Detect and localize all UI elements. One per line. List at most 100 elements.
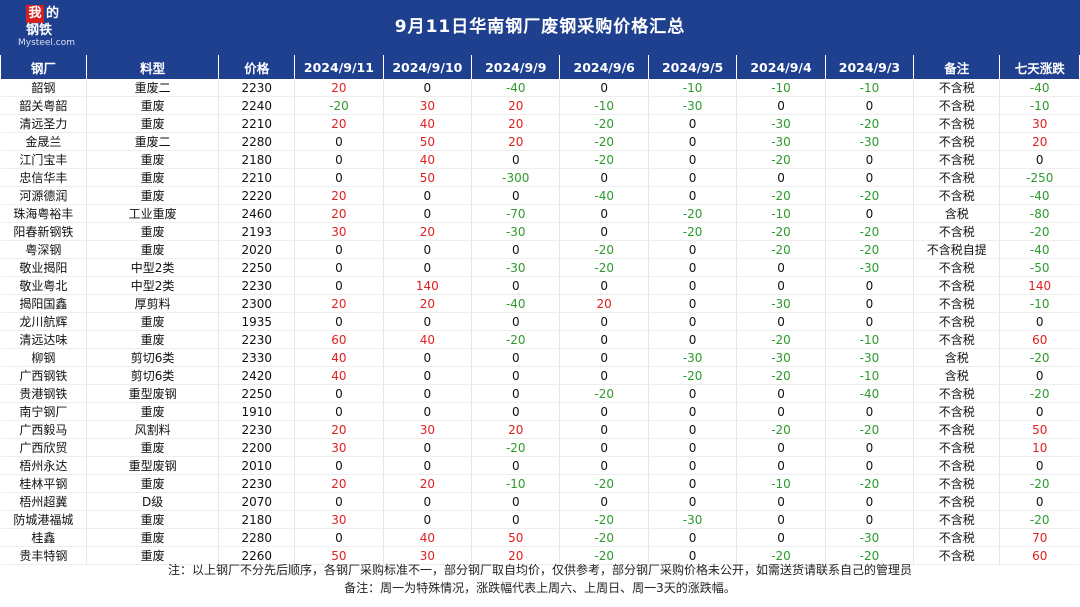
change-cell: 0 — [383, 492, 473, 511]
change-cell: -20 — [559, 240, 649, 259]
mill-name-cell: 敬业粤北 — [1, 276, 87, 295]
change-cell: -30 — [648, 96, 738, 115]
change-cell: 0 — [559, 79, 649, 97]
change-cell: -40 — [559, 186, 649, 205]
change-cell: -10 — [648, 79, 738, 97]
price-table: 钢厂 料型 价格 2024/9/11 2024/9/10 2024/9/9 20… — [1, 55, 1079, 565]
change-cell: 0 — [825, 492, 915, 511]
change-cell: -20 — [825, 546, 915, 565]
material-cell: 工业重废 — [86, 204, 220, 223]
change-cell: 0 — [648, 312, 738, 331]
logo-text-1: 的 — [46, 6, 60, 21]
remark-cell: 不含税 — [913, 528, 1001, 547]
change-cell: -20 — [559, 474, 649, 493]
table-row: 江门宝丰 重废 2180 0 40 0 -20 0 -20 0 不含税 0 — [1, 150, 1079, 169]
col-header-date: 2024/9/5 — [648, 55, 738, 79]
change-cell: 0 — [559, 438, 649, 457]
change-cell: -20 — [736, 150, 826, 169]
mill-name-cell: 柳钢 — [1, 348, 87, 367]
seven-day-change-cell: 140 — [999, 276, 1079, 295]
change-cell: 0 — [294, 384, 384, 403]
price-cell: 2250 — [218, 384, 296, 403]
table-row: 清远达味 重废 2230 60 40 -20 0 0 -20 -10 不含税 60 — [1, 330, 1079, 349]
change-cell: -10 — [825, 366, 915, 385]
table-row: 敬业粤北 中型2类 2230 0 140 0 0 0 0 0 不含税 140 — [1, 276, 1079, 295]
change-cell: 0 — [648, 546, 738, 565]
change-cell: 0 — [559, 420, 649, 439]
change-cell: -20 — [559, 528, 649, 547]
logo-url: Mysteel.com — [18, 38, 75, 48]
material-cell: 重废 — [86, 168, 220, 187]
price-cell: 2230 — [218, 330, 296, 349]
change-cell: -70 — [471, 204, 561, 223]
change-cell: 0 — [736, 258, 826, 277]
change-cell: -30 — [736, 132, 826, 151]
remark-cell: 不含税 — [913, 114, 1001, 133]
change-cell: 0 — [648, 168, 738, 187]
change-cell: -30 — [471, 222, 561, 241]
seven-day-change-cell: 0 — [999, 150, 1079, 169]
change-cell: 20 — [383, 474, 473, 493]
mill-name-cell: 粤深钢 — [1, 240, 87, 259]
change-cell: 0 — [383, 384, 473, 403]
table-row: 贵丰特钢 重废 2260 50 30 20 -20 0 -20 -20 不含税 60 — [1, 546, 1079, 565]
mill-name-cell: 敬业揭阳 — [1, 258, 87, 277]
seven-day-change-cell: -10 — [999, 96, 1079, 115]
table-row: 清远圣力 重废 2210 20 40 20 -20 0 -30 -20 不含税 30 — [1, 114, 1079, 133]
change-cell: -10 — [825, 79, 915, 97]
col-header-date: 2024/9/11 — [294, 55, 384, 79]
change-cell: -30 — [825, 132, 915, 151]
remark-cell: 不含税 — [913, 150, 1001, 169]
change-cell: 0 — [825, 204, 915, 223]
seven-day-change-cell: 0 — [999, 456, 1079, 475]
change-cell: 0 — [471, 384, 561, 403]
table-row: 广西毅马 风割料 2230 20 30 20 0 0 -20 -20 不含税 50 — [1, 420, 1079, 439]
price-cell: 2020 — [218, 240, 296, 259]
material-cell: 重废二 — [86, 79, 220, 97]
table-row: 韶钢 重废二 2230 20 0 -40 0 -10 -10 -10 不含税 -40 — [1, 79, 1079, 97]
change-cell: -30 — [825, 348, 915, 367]
remark-cell: 不含税 — [913, 420, 1001, 439]
table-row: 防城港福城 重废 2180 30 0 0 -20 -30 0 0 不含税 -20 — [1, 510, 1079, 529]
change-cell: 0 — [471, 366, 561, 385]
change-cell: 0 — [471, 186, 561, 205]
seven-day-change-cell: -20 — [999, 384, 1079, 403]
change-cell: 0 — [559, 312, 649, 331]
change-cell: -20 — [736, 330, 826, 349]
change-cell: 0 — [294, 168, 384, 187]
table-row: 贵港钢铁 重型废钢 2250 0 0 0 -20 0 0 -40 不含税 -20 — [1, 384, 1079, 403]
table-row: 梧州永达 重型废钢 2010 0 0 0 0 0 0 0 不含税 0 — [1, 456, 1079, 475]
remark-cell: 不含税 — [913, 402, 1001, 421]
mill-name-cell: 贵丰特钢 — [1, 546, 87, 565]
change-cell: 20 — [294, 114, 384, 133]
remark-cell: 不含税 — [913, 222, 1001, 241]
change-cell: 0 — [736, 492, 826, 511]
remark-cell: 含税 — [913, 204, 1001, 223]
change-cell: -30 — [648, 348, 738, 367]
table-header-row: 钢厂 料型 价格 2024/9/11 2024/9/10 2024/9/9 20… — [1, 55, 1079, 79]
change-cell: 0 — [559, 492, 649, 511]
change-cell: 0 — [294, 132, 384, 151]
change-cell: -40 — [825, 384, 915, 403]
change-cell: 40 — [383, 330, 473, 349]
remark-cell: 含税 — [913, 366, 1001, 385]
change-cell: -10 — [736, 204, 826, 223]
change-cell: 0 — [559, 330, 649, 349]
material-cell: 中型2类 — [86, 276, 220, 295]
change-cell: 0 — [736, 276, 826, 295]
material-cell: 厚剪料 — [86, 294, 220, 313]
change-cell: 20 — [294, 294, 384, 313]
material-cell: 重废 — [86, 438, 220, 457]
seven-day-change-cell: -50 — [999, 258, 1079, 277]
change-cell: 0 — [559, 402, 649, 421]
table-row: 河源德润 重废 2220 20 0 0 -40 0 -20 -20 不含税 -40 — [1, 186, 1079, 205]
change-cell: 0 — [471, 510, 561, 529]
change-cell: 0 — [383, 204, 473, 223]
change-cell: 0 — [383, 186, 473, 205]
price-cell: 2230 — [218, 420, 296, 439]
change-cell: -20 — [736, 546, 826, 565]
col-header-price: 价格 — [218, 55, 296, 79]
mill-name-cell: 阳春新钢铁 — [1, 222, 87, 241]
price-cell: 2193 — [218, 222, 296, 241]
change-cell: -40 — [471, 294, 561, 313]
